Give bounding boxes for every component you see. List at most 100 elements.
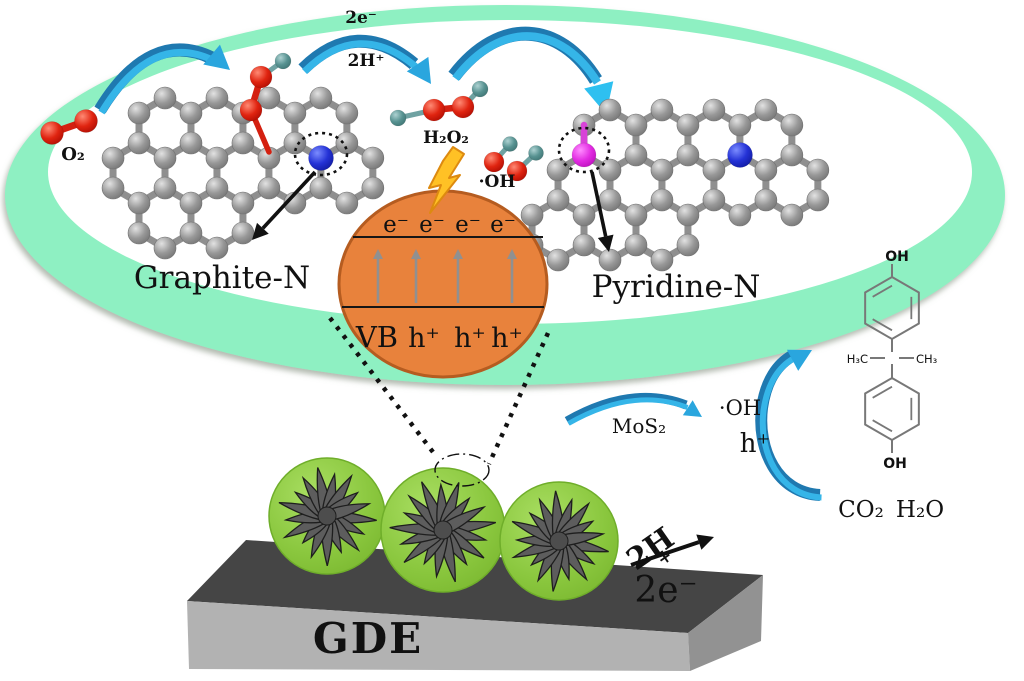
arrowhead bbox=[453, 249, 463, 259]
oxygen-atom bbox=[74, 109, 98, 133]
carbon-atom bbox=[153, 236, 177, 260]
carbon-atom bbox=[598, 158, 622, 182]
carbon-atom bbox=[153, 176, 177, 200]
h2o2-label: H₂O₂ bbox=[423, 128, 469, 148]
o2-label: O₂ bbox=[61, 144, 85, 165]
arrowhead bbox=[373, 249, 383, 259]
hydrogen-atom bbox=[528, 145, 544, 161]
h2o2-molecule bbox=[389, 80, 489, 127]
oxygen-atom bbox=[422, 98, 446, 122]
carbon-atom bbox=[728, 203, 752, 227]
vb-hole-label: h⁺ bbox=[408, 323, 440, 354]
carbon-atom bbox=[309, 176, 333, 200]
carbon-atom bbox=[205, 86, 229, 110]
carbon-atom bbox=[546, 188, 570, 212]
carbon-atom bbox=[179, 101, 203, 125]
graphitic-nitrogen-atom bbox=[308, 145, 334, 171]
cb-electron-label: e⁻ bbox=[383, 212, 409, 238]
oh-radical-label: ·OH bbox=[479, 172, 516, 192]
carbon-atom bbox=[624, 113, 648, 137]
carbon-atom bbox=[676, 113, 700, 137]
hydrogen-atom bbox=[389, 109, 407, 127]
carbon-atom bbox=[650, 98, 674, 122]
arrowhead bbox=[597, 234, 614, 252]
carbon-atom bbox=[650, 158, 674, 182]
hole-right-label: h⁺ bbox=[740, 429, 770, 459]
carbon-atom bbox=[754, 158, 778, 182]
two-electron-label: 2e⁻ bbox=[345, 8, 377, 28]
gde-front-face bbox=[187, 601, 690, 671]
carbon-atom bbox=[361, 146, 385, 170]
oh-radical-molecules bbox=[483, 136, 544, 182]
cb-electron-label: e⁻ bbox=[455, 212, 481, 238]
carbon-atom bbox=[624, 143, 648, 167]
hydrogen-atom bbox=[471, 80, 489, 98]
carbon-atom bbox=[101, 176, 125, 200]
carbon-atom bbox=[676, 203, 700, 227]
gde-label: GDE bbox=[313, 614, 423, 663]
carbon-atom bbox=[231, 131, 255, 155]
oxygen-atom bbox=[506, 160, 528, 182]
co2-label: CO₂ bbox=[838, 497, 884, 523]
dash-dot-zoom-circle bbox=[434, 453, 490, 487]
carbon-atom bbox=[754, 98, 778, 122]
nanoflower bbox=[278, 467, 377, 567]
carbon-atom bbox=[676, 143, 700, 167]
carbon-atom bbox=[572, 203, 596, 227]
carbon-atom bbox=[546, 158, 570, 182]
annotation-arrows bbox=[252, 170, 714, 567]
arrowhead bbox=[786, 349, 812, 371]
vb-hole-label: h⁺ bbox=[454, 323, 486, 354]
graphite-n-label: Graphite-N bbox=[134, 260, 310, 296]
carbon-atom bbox=[283, 131, 307, 155]
nanoflower bbox=[511, 490, 609, 592]
carbon-atom bbox=[179, 221, 203, 245]
cb-electron-label: e⁻ bbox=[419, 212, 445, 238]
oh-right-label: ·OH bbox=[719, 396, 761, 420]
band-diagram-circle: e⁻ e⁻ e⁻ e⁻ VB h⁺ h⁺ h⁺ bbox=[337, 189, 549, 379]
carbon-atom bbox=[153, 86, 177, 110]
carbon-atom bbox=[179, 131, 203, 155]
carbon-atom bbox=[702, 188, 726, 212]
carbon-atom bbox=[598, 98, 622, 122]
dotted-circle-pyridine-n bbox=[557, 126, 611, 174]
carbon-atom bbox=[335, 131, 359, 155]
carbon-atom bbox=[754, 188, 778, 212]
carbon-atom bbox=[728, 113, 752, 137]
carbon-atom bbox=[780, 203, 804, 227]
carbon-atom bbox=[780, 113, 804, 137]
carbon-atom bbox=[520, 203, 544, 227]
oxygen-atom bbox=[451, 95, 475, 119]
dotted-circle-graphite-n bbox=[293, 131, 349, 177]
mos2-nanoflower-spheres bbox=[268, 457, 619, 601]
carbon-atom bbox=[650, 188, 674, 212]
oxygen-atom bbox=[249, 65, 273, 89]
carbon-atom bbox=[309, 86, 333, 110]
carbon-atom bbox=[806, 188, 830, 212]
carbon-atom bbox=[127, 191, 151, 215]
carbon-atom bbox=[624, 233, 648, 257]
carbon-atom bbox=[806, 158, 830, 182]
carbon-atom bbox=[598, 188, 622, 212]
arrowhead bbox=[507, 249, 517, 259]
carbon-atom bbox=[702, 158, 726, 182]
oxygen-atom bbox=[483, 151, 505, 173]
carbon-atom bbox=[101, 146, 125, 170]
cb-electron-label: e⁻ bbox=[490, 212, 516, 238]
dotted-connector-left bbox=[328, 316, 438, 458]
oxygen-atom bbox=[239, 98, 263, 122]
arrowhead bbox=[406, 56, 431, 84]
vb-hole-label: h⁺ bbox=[491, 323, 523, 354]
carbon-atom bbox=[127, 221, 151, 245]
arrowhead bbox=[682, 400, 702, 417]
hydrogen-atom bbox=[502, 136, 518, 152]
bisphenol-a-structure: OH H₃C CH₃ OH bbox=[847, 249, 938, 472]
pyridine-n-molecule bbox=[520, 98, 830, 272]
magnification-connectors bbox=[328, 316, 551, 487]
two-electron-bottom-label: 2e⁻ bbox=[634, 570, 697, 611]
carbon-atom bbox=[780, 143, 804, 167]
carbon-atom bbox=[127, 101, 151, 125]
graphite-n-molecule bbox=[101, 52, 385, 260]
o2-molecule bbox=[40, 109, 98, 145]
nitrogen-atom bbox=[727, 142, 753, 168]
